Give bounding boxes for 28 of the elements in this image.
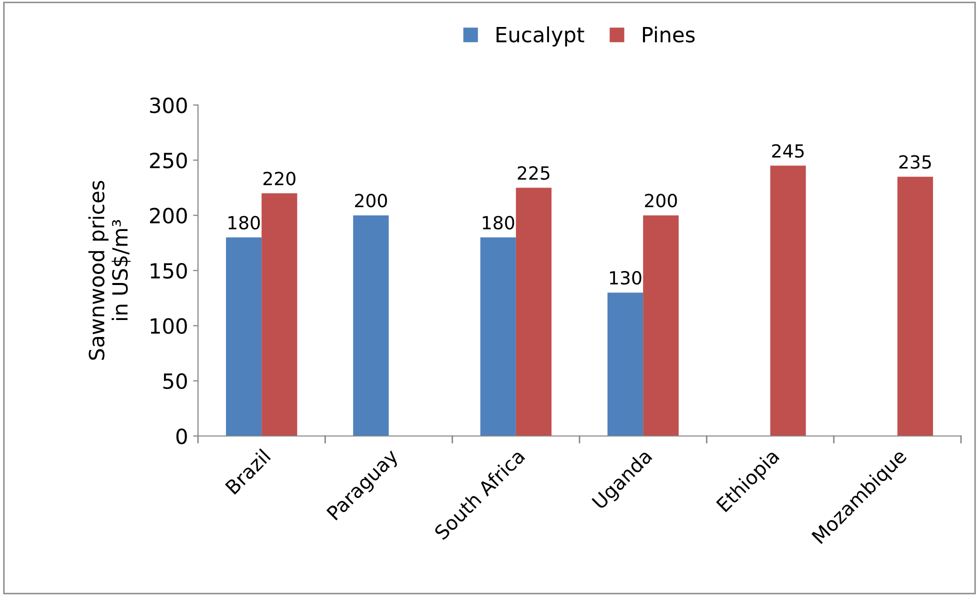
y-tick-label: 250 — [150, 152, 187, 168]
data-label: 130 — [610, 271, 642, 285]
y-axis-title: Sawnwood prices in US$/m³ — [88, 180, 131, 360]
bar — [897, 176, 934, 436]
bar — [516, 188, 552, 436]
y-tick-label: 0 — [176, 428, 187, 444]
data-label: 220 — [263, 172, 296, 186]
y-tick-label: 50 — [163, 373, 187, 390]
y-tick-label: 150 — [150, 262, 187, 279]
bar — [262, 193, 298, 436]
data-label: 200 — [644, 194, 677, 208]
data-label: 245 — [772, 144, 804, 158]
bar — [770, 166, 806, 436]
bar — [480, 237, 516, 436]
legend-label: Eucalypt — [496, 26, 584, 47]
data-label: 180 — [228, 216, 260, 230]
data-label: 180 — [482, 216, 514, 230]
bar — [607, 292, 644, 436]
y-tick-label: 300 — [150, 97, 187, 114]
data-label: 235 — [899, 155, 931, 169]
legend-label: Pines — [642, 26, 695, 42]
bar — [353, 215, 389, 436]
bar — [226, 237, 262, 436]
data-label: 200 — [355, 194, 387, 208]
bar — [643, 215, 679, 436]
y-tick-label: 100 — [150, 318, 187, 334]
y-tick-label: 200 — [150, 208, 187, 224]
data-label: 225 — [518, 166, 550, 180]
